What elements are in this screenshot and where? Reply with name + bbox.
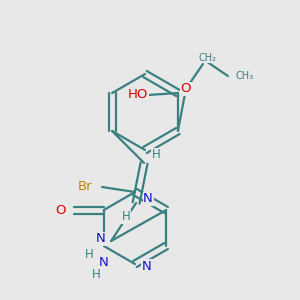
Text: CH₂: CH₂	[199, 53, 217, 63]
Text: N: N	[96, 232, 106, 245]
Text: O: O	[181, 82, 191, 95]
Text: N: N	[99, 256, 109, 268]
Text: HO: HO	[128, 88, 148, 101]
Text: H: H	[92, 268, 100, 281]
Text: O: O	[56, 203, 66, 217]
Text: N: N	[143, 193, 153, 206]
Text: CH₃: CH₃	[236, 71, 254, 81]
Text: H: H	[122, 211, 130, 224]
Text: Br: Br	[78, 181, 92, 194]
Text: H: H	[152, 148, 161, 161]
Text: H: H	[85, 248, 94, 262]
Text: N: N	[142, 260, 152, 272]
